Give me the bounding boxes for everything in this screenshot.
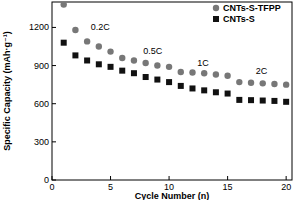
point: [213, 71, 219, 77]
x-tick: [286, 176, 287, 180]
point: [143, 74, 149, 80]
y-tick: [52, 141, 56, 142]
point: [189, 85, 195, 91]
annotation: 1C: [197, 58, 209, 68]
point: [108, 64, 114, 70]
legend-label: CNTs-S-TFPP: [223, 3, 281, 13]
point: [283, 99, 289, 105]
point: [61, 40, 67, 46]
point: [131, 70, 137, 76]
point: [213, 89, 219, 95]
x-tick-label: 0: [49, 182, 54, 192]
point: [178, 69, 184, 75]
point: [271, 81, 277, 87]
y-tick-label: 1200: [29, 22, 49, 32]
point: [166, 64, 172, 70]
annotation: 0.5C: [143, 46, 163, 56]
y-tick-label: 0: [44, 175, 49, 185]
point: [236, 97, 242, 103]
x-tick: [110, 176, 111, 180]
y-tick: [52, 27, 56, 28]
y-tick: [52, 103, 56, 104]
point: [248, 80, 254, 86]
annotation: 2C: [256, 66, 268, 76]
y-tick: [52, 180, 56, 181]
y-tick-label: 300: [34, 137, 49, 147]
legend-marker: [213, 16, 219, 22]
y-tick: [52, 65, 56, 66]
point: [166, 79, 172, 85]
point: [96, 43, 102, 49]
point: [260, 98, 266, 104]
x-tick: [227, 176, 228, 180]
point: [236, 79, 242, 85]
point: [119, 55, 125, 61]
point: [154, 62, 160, 68]
point: [72, 27, 78, 33]
point: [201, 87, 207, 93]
point: [131, 57, 137, 63]
point: [119, 68, 125, 74]
x-axis-label: Cycle Number (n): [135, 191, 210, 200]
marks: [61, 2, 290, 105]
point: [107, 48, 113, 54]
chart: 0510152003006009001200Cycle Number (n)Sp…: [0, 0, 300, 200]
point: [96, 61, 102, 67]
legend-label: CNTs-S: [223, 14, 255, 24]
y-axis-label: Specific Capacity (mAh·g⁻¹): [2, 31, 12, 150]
point: [283, 81, 289, 87]
point: [178, 83, 184, 89]
point: [142, 60, 148, 66]
x-tick: [52, 176, 53, 180]
point: [271, 98, 277, 104]
point: [224, 73, 230, 79]
point: [84, 38, 90, 44]
point: [61, 2, 67, 8]
point: [154, 77, 160, 83]
x-tick: [169, 176, 170, 180]
point: [260, 80, 266, 86]
annotation: 0.2C: [91, 22, 111, 32]
y-tick-label: 900: [34, 61, 49, 71]
point: [225, 91, 231, 97]
x-tick-label: 5: [108, 182, 113, 192]
legend-marker: [213, 5, 219, 11]
plot-frame: [52, 2, 292, 180]
point: [84, 57, 90, 63]
x-tick-label: 20: [281, 182, 291, 192]
y-tick-label: 600: [34, 99, 49, 109]
point: [189, 69, 195, 75]
point: [72, 52, 78, 58]
point: [201, 70, 207, 76]
x-tick-label: 15: [223, 182, 233, 192]
point: [248, 97, 254, 103]
